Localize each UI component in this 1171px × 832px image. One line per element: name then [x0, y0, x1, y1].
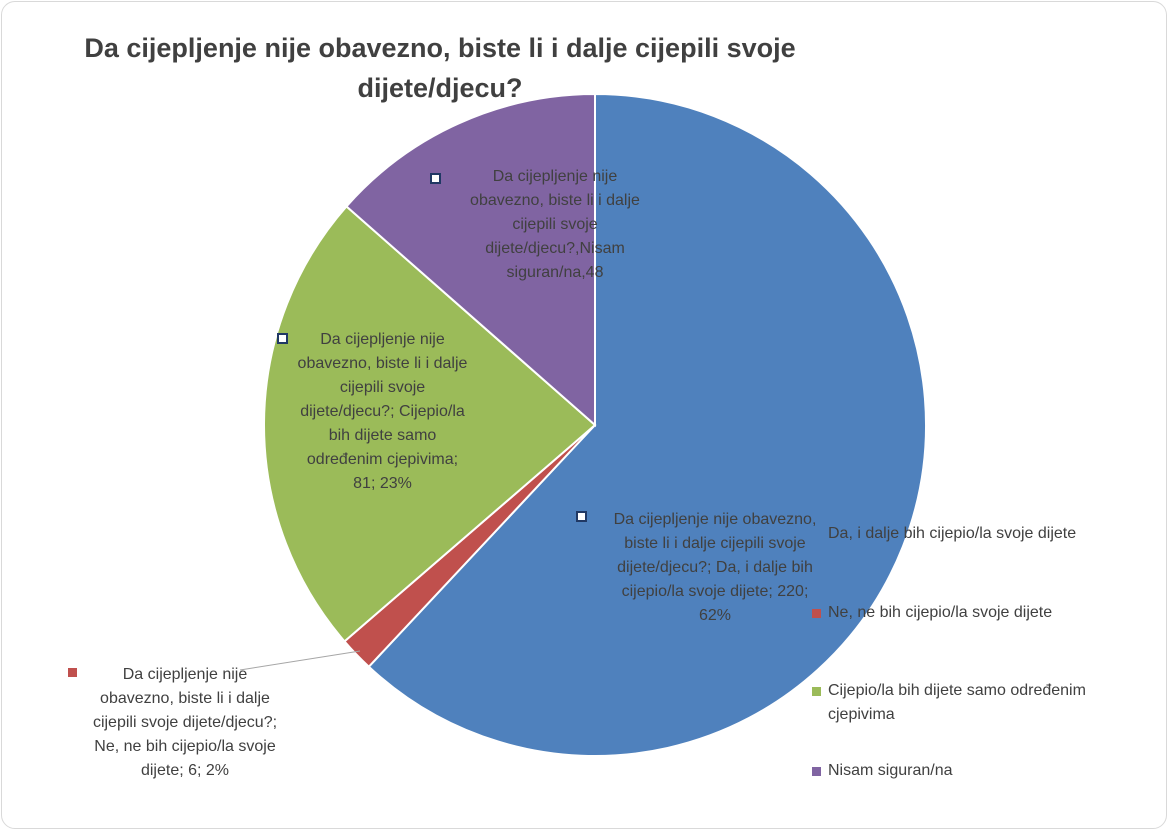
- legend-label: Cijepio/la bih dijete samo određenim cje…: [828, 682, 1086, 723]
- legend-marker: [812, 687, 821, 696]
- data-label: Da cijepljenje nije obavezno, biste li i…: [297, 331, 468, 492]
- data-label: Da cijepljenje nije obavezno, biste li i…: [92, 666, 278, 779]
- pie-slice: [345, 92, 596, 428]
- legend-marker: [812, 609, 821, 618]
- data-label: Da cijepljenje nije obavezno, biste li i…: [470, 168, 640, 281]
- legend-marker: [812, 530, 821, 539]
- chart-title: Da cijepljenje nije obavezno, biste li i…: [84, 33, 796, 103]
- data-label-marker: [576, 511, 587, 522]
- pie-slice: [367, 92, 927, 757]
- legend-label: Ne, ne bih cijepio/la svoje dijete: [828, 604, 1053, 621]
- legend-entry: Ne, ne bih cijepio/la svoje dijete: [812, 601, 1157, 625]
- data-label-marker: [277, 333, 288, 344]
- legend-label: Da, i dalje bih cijepio/la svoje dijete: [828, 525, 1077, 542]
- legend-label: Nisam siguran/na: [828, 762, 953, 779]
- pie-slice: [263, 205, 597, 643]
- data-label: Da cijepljenje nije obavezno, biste li i…: [613, 511, 817, 624]
- legend-marker: [812, 767, 821, 776]
- leader-line: [239, 650, 361, 671]
- legend-entry: Da, i dalje bih cijepio/la svoje dijete: [812, 522, 1157, 546]
- legend-entry: Nisam siguran/na: [812, 759, 1157, 783]
- legend-entry: Cijepio/la bih dijete samo određenim cje…: [812, 679, 1157, 727]
- data-label-marker: [430, 173, 441, 184]
- data-label-marker: [68, 668, 77, 677]
